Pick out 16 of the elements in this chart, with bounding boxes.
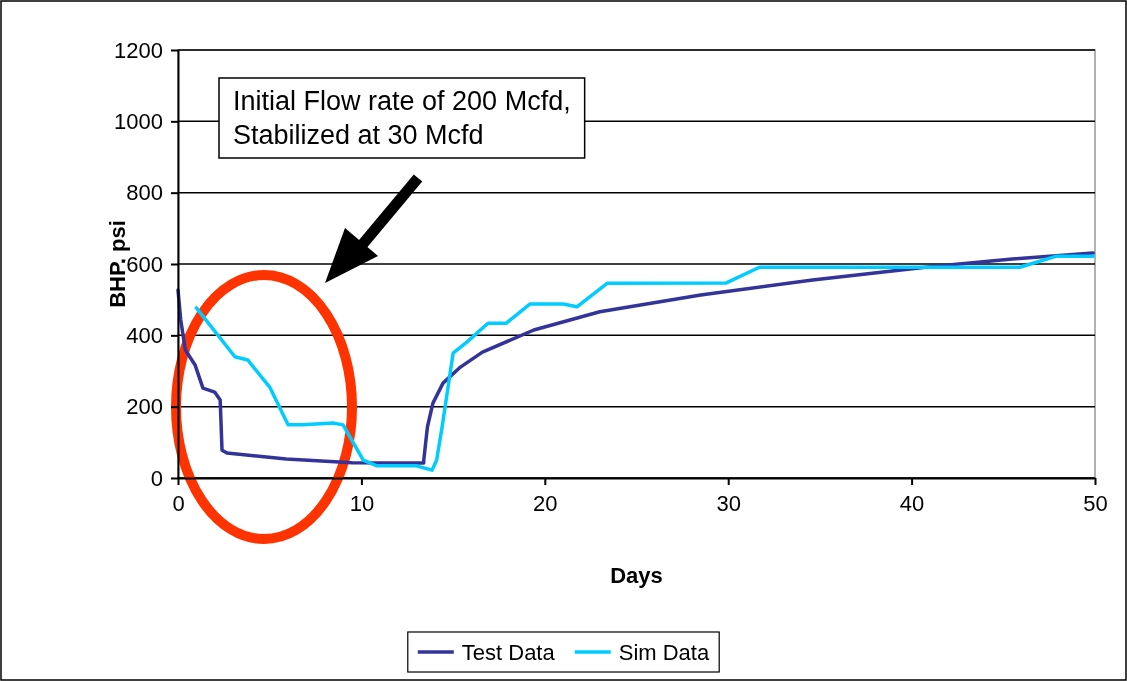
x-tick-label: 30: [716, 490, 741, 516]
y-tick-label: 400: [126, 322, 163, 348]
y-tick-label: 1000: [114, 108, 163, 134]
legend-label: Sim Data: [618, 640, 710, 665]
x-tick-label: 0: [172, 490, 185, 516]
x-tick-label: 50: [1083, 490, 1108, 516]
annotation: Initial Flow rate of 200 Mcfd, Stabilized at 30 Mcfd: [233, 86, 571, 150]
y-tick-label: 1200: [114, 37, 163, 63]
x-axis-title: Days: [610, 563, 663, 588]
y-tick-label: 0: [150, 465, 163, 491]
x-tick-label: 40: [899, 490, 925, 516]
y-tick-label: 800: [126, 180, 163, 206]
x-tick-label: 10: [349, 490, 375, 516]
y-tick-label: 200: [126, 394, 163, 420]
x-tick-label: 20: [533, 490, 558, 516]
legend-label: Test Data: [461, 640, 556, 665]
